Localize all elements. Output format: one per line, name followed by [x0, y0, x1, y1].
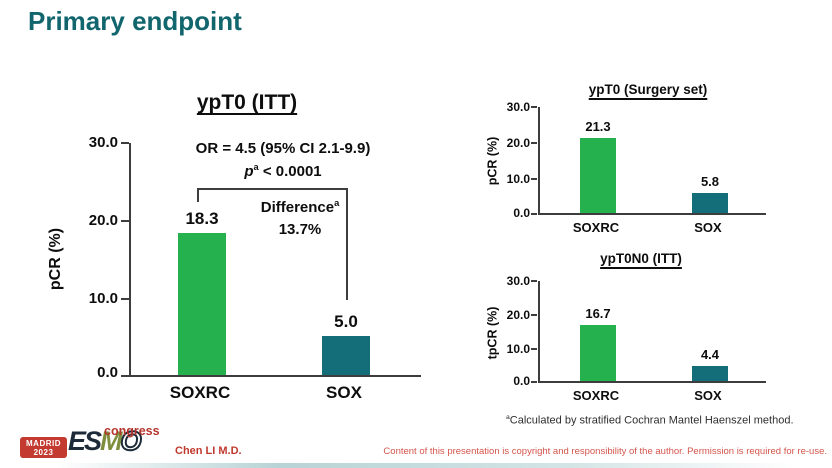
copyright-notice: Content of this presentation is copyrigh… — [383, 446, 827, 457]
page-title: Primary endpoint — [28, 6, 242, 36]
main-bar-column-sox: 5.0 — [322, 143, 370, 375]
surgery-bar-column-soxrc: 21.3 — [580, 107, 616, 213]
author-credit: Chen LI M.D. — [175, 445, 242, 457]
surgery-plot-area: 21.3 5.8 — [538, 107, 766, 215]
footnote: aCalculated by stratified Cochran Mantel… — [506, 414, 826, 427]
surgery-bar-column-sox: 5.8 — [692, 107, 728, 213]
ypt0n0-bar-sox — [692, 366, 728, 381]
main-bar-value-sox: 5.0 — [334, 312, 358, 332]
ypt0n0-xlabel-soxrc: SOXRC — [572, 388, 620, 403]
footnote-superscript: a — [506, 414, 510, 421]
main-bar-soxrc — [178, 233, 226, 375]
ypt0n0-ytick-0: 0.0 — [513, 374, 530, 388]
main-tick-mark — [121, 298, 129, 300]
ypt0n0-tick-mark — [531, 381, 537, 383]
ypt0n0-tick-mark — [531, 280, 537, 282]
main-ytick-0: 0.0 — [97, 364, 118, 381]
main-tick-mark — [121, 375, 129, 377]
main-ytick-30: 30.0 — [88, 134, 118, 151]
main-ytick-10: 10.0 — [88, 290, 118, 307]
ypt0n0-plot-area: 16.7 4.4 — [538, 281, 766, 383]
main-bar-sox — [322, 336, 370, 375]
p-symbol: p — [244, 163, 254, 180]
surgery-xlabel-sox: SOX — [694, 220, 722, 235]
surgery-ytick-30: 30.0 — [506, 100, 530, 114]
bracket-horizontal-line — [197, 188, 348, 190]
p-value-annotation: pa < 0.0001 — [148, 162, 418, 180]
or-annotation: OR = 4.5 (95% CI 2.1-9.9) — [195, 140, 371, 157]
ypt0n0-tick-mark — [531, 314, 537, 316]
surgery-chart-title: ypT0 (Surgery set) — [588, 82, 708, 97]
surgery-tick-mark — [531, 142, 537, 144]
surgery-tick-mark — [531, 178, 537, 180]
esmo-congress-logo: MADRID 2023 ESMO congress — [18, 424, 168, 464]
difference-value: 13.7% — [278, 221, 322, 238]
main-y-axis-label: pCR (%) — [47, 227, 64, 291]
ypt0n0-bar-soxrc — [580, 325, 616, 381]
ypt0n0-bar-column-soxrc: 16.7 — [580, 281, 616, 381]
logo-city: MADRID — [26, 439, 61, 448]
esmo-wordmark: ESMO — [68, 425, 143, 457]
surgery-xlabel-soxrc: SOXRC — [572, 220, 620, 235]
surgery-ytick-10: 10.0 — [506, 172, 530, 186]
logo-year: 2023 — [33, 448, 54, 457]
surgery-bar-value-sox: 5.8 — [700, 173, 720, 189]
main-tick-mark — [121, 220, 129, 222]
difference-label: Differencea — [260, 198, 340, 216]
ypt0n0-y-axis-label-wrap: tpCR (%) — [447, 307, 537, 360]
surgery-bar-soxrc — [580, 137, 616, 213]
difference-annotation: Differencea 13.7% — [225, 192, 375, 241]
ypt0n0-ytick-30: 30.0 — [506, 274, 530, 288]
surgery-bar-sox — [692, 192, 728, 213]
surgery-bar-value-soxrc: 21.3 — [585, 118, 611, 134]
bracket-left-leg — [197, 188, 199, 202]
surgery-tick-mark — [531, 213, 537, 215]
bracket-right-leg — [346, 188, 348, 300]
main-xlabel-soxrc: SOXRC — [169, 383, 231, 402]
madrid-2023-badge: MADRID 2023 — [20, 437, 67, 458]
p-value-text: < 0.0001 — [262, 163, 322, 180]
main-bar-column-soxrc: 18.3 — [178, 143, 226, 375]
difference-superscript: a — [334, 198, 340, 208]
bottom-accent-strip — [55, 463, 797, 468]
ypt0n0-bar-column-sox: 4.4 — [692, 281, 728, 381]
ypt0n0-chart-title: ypT0N0 (ITT) — [600, 251, 682, 266]
ypt0n0-bar-value-sox: 4.4 — [700, 347, 720, 363]
main-ytick-20: 20.0 — [88, 212, 118, 229]
main-plot-area: 18.3 5.0 — [129, 143, 421, 377]
congress-label: congress — [104, 424, 160, 438]
surgery-ytick-20: 20.0 — [506, 136, 530, 150]
ypt0n0-ytick-20: 20.0 — [506, 308, 530, 322]
ypt0n0-bar-value-soxrc: 16.7 — [585, 306, 611, 322]
p-superscript: a — [253, 162, 259, 172]
main-xlabel-sox: SOX — [326, 383, 362, 402]
surgery-tick-mark — [531, 106, 537, 108]
ypt0n0-ytick-10: 10.0 — [506, 342, 530, 356]
footnote-text: Calculated by stratified Cochran Mantel … — [509, 414, 794, 427]
ypt0n0-xlabel-sox: SOX — [694, 388, 722, 403]
ypt0n0-tick-mark — [531, 348, 537, 350]
main-tick-mark — [121, 142, 129, 144]
surgery-y-axis-label-wrap: pCR (%) — [447, 137, 537, 186]
main-chart-title: ypT0 (ITT) — [196, 91, 298, 114]
surgery-ytick-0: 0.0 — [513, 206, 530, 220]
main-y-axis-label-wrap: pCR (%) — [1, 228, 111, 290]
main-bar-value-soxrc: 18.3 — [185, 209, 219, 229]
